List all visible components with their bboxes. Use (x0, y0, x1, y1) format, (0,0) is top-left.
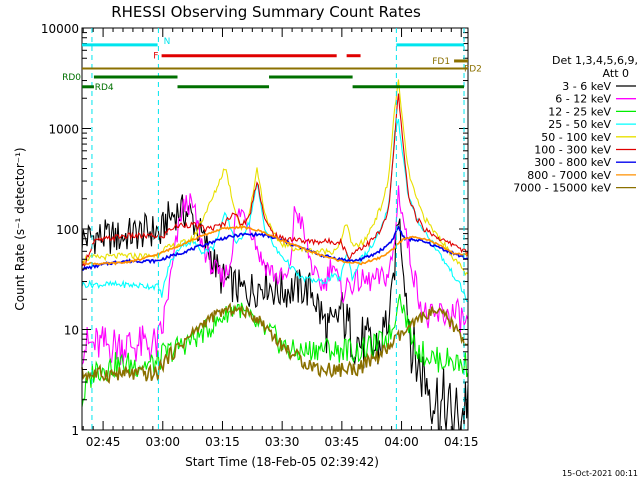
y-axis: 1 10 100 1000 10000 (41, 22, 468, 438)
x-tick-label: 03:45 (325, 435, 360, 449)
series-line-9 (81, 302, 469, 384)
annotation-label-n: N (164, 37, 171, 47)
annotation-bars: NF FD1 FD2 RD0 RD4 (62, 28, 482, 430)
legend-header-line-2: Att 0 (603, 67, 629, 80)
y-tick-label: 1 (71, 424, 79, 438)
legend-label: 3 - 6 keV (562, 80, 611, 93)
legend-header-line-1: Det 1,3,4,5,6,9, (552, 54, 638, 67)
x-axis-label: Start Time (18-Feb-05 02:39:42) (185, 455, 379, 469)
series-line-2 (81, 185, 469, 365)
legend-label: 50 - 100 keV (541, 131, 611, 144)
legend-label: 7000 - 15000 keV (513, 182, 611, 195)
legend-label: 6 - 12 keV (555, 93, 611, 106)
legend-label: 800 - 7000 keV (527, 169, 611, 182)
y-tick-label: 100 (56, 223, 79, 237)
legend-label: 100 - 300 keV (534, 144, 611, 157)
timestamp: 15-Oct-2021 00:11 (562, 469, 638, 478)
annotation-label-fd2: FD2 (464, 65, 482, 75)
x-axis: 02:45 03:00 03:15 03:30 03:45 04:00 04:15 (82, 28, 479, 449)
plot-frame (81, 27, 469, 431)
plot-area (81, 79, 469, 431)
annotation-label-rd0: RD0 (62, 73, 81, 83)
chart-title: RHESSI Observing Summary Count Rates (111, 3, 421, 21)
legend-label: 300 - 800 keV (534, 156, 611, 169)
series-line-1 (81, 194, 469, 431)
series-line-5 (81, 79, 469, 276)
x-tick-label: 03:15 (205, 435, 240, 449)
annotation-label-fd1: FD1 (432, 57, 450, 67)
series-line-8 (81, 224, 469, 266)
x-tick-label: 03:30 (265, 435, 300, 449)
annotation-label-rd4: RD4 (95, 83, 114, 93)
legend-label: 12 - 25 keV (548, 105, 611, 118)
x-tick-label: 02:45 (86, 435, 121, 449)
x-tick-label: 04:15 (444, 435, 479, 449)
legend-label: 25 - 50 keV (548, 118, 611, 131)
y-tick-label: 10000 (41, 22, 79, 36)
y-axis-label: Count Rate (s⁻¹ detector⁻¹) (13, 147, 27, 310)
annotation-label-f: F (153, 52, 158, 62)
y-tick-label: 1000 (48, 123, 79, 137)
x-tick-label: 04:00 (384, 435, 419, 449)
series-line-4 (81, 118, 469, 303)
series-line-3 (81, 293, 469, 408)
y-tick-label: 10 (64, 324, 79, 338)
series-line-7 (81, 224, 469, 271)
x-tick-label: 03:00 (145, 435, 180, 449)
